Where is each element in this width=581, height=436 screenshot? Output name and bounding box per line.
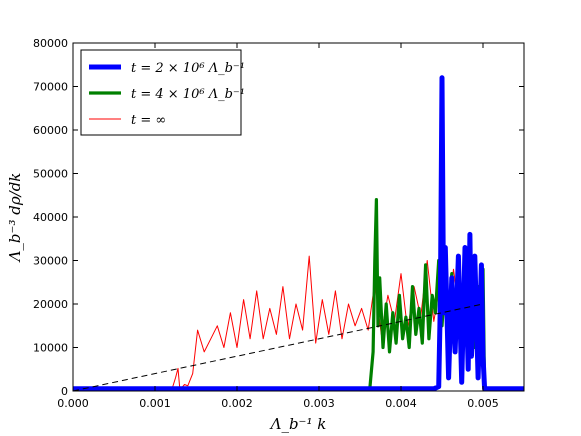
y-tick-label-3: 30000 xyxy=(33,255,68,268)
legend-label-0: t = 2 × 10⁶ Λ_b⁻¹ xyxy=(131,61,245,76)
y-tick-label-7: 70000 xyxy=(33,81,68,94)
y-tick-label-4: 40000 xyxy=(33,211,68,224)
x-tick-label-4: 0.004 xyxy=(385,397,417,410)
y-axis-label: Λ_b⁻³ dρ/dk xyxy=(6,173,24,264)
ticks-layer: 0.000 0.001 0.002 0.003 0.004 0.005 0 10000 2000… xyxy=(33,37,524,410)
x-tick-label-1: 0.001 xyxy=(139,397,171,410)
x-tick-label-2: 0.002 xyxy=(221,397,253,410)
y-tick-label-1: 10000 xyxy=(33,342,68,355)
legend-label-2: t = ∞ xyxy=(131,113,166,128)
series-layer xyxy=(72,75,524,392)
y-tick-label-8: 80000 xyxy=(33,37,68,50)
y-tick-label-2: 20000 xyxy=(33,298,68,311)
series-line-3 xyxy=(72,303,484,392)
x-tick-label-5: 0.005 xyxy=(467,397,499,410)
legend: t = 2 × 10⁶ Λ_b⁻¹ t = 4 × 10⁶ Λ_b⁻¹ t = … xyxy=(80,49,245,136)
x-tick-label-3: 0.003 xyxy=(303,397,335,410)
x-tick-label-0: 0.000 xyxy=(57,397,89,410)
x-axis-label: Λ_b⁻¹ k xyxy=(269,415,327,433)
y-tick-label-5: 50000 xyxy=(33,168,68,181)
legend-label-1: t = 4 × 10⁶ Λ_b⁻¹ xyxy=(131,87,245,102)
y-tick-label-6: 60000 xyxy=(33,124,68,137)
series-line-0 xyxy=(73,75,524,392)
y-tick-label-0: 0 xyxy=(61,385,68,398)
